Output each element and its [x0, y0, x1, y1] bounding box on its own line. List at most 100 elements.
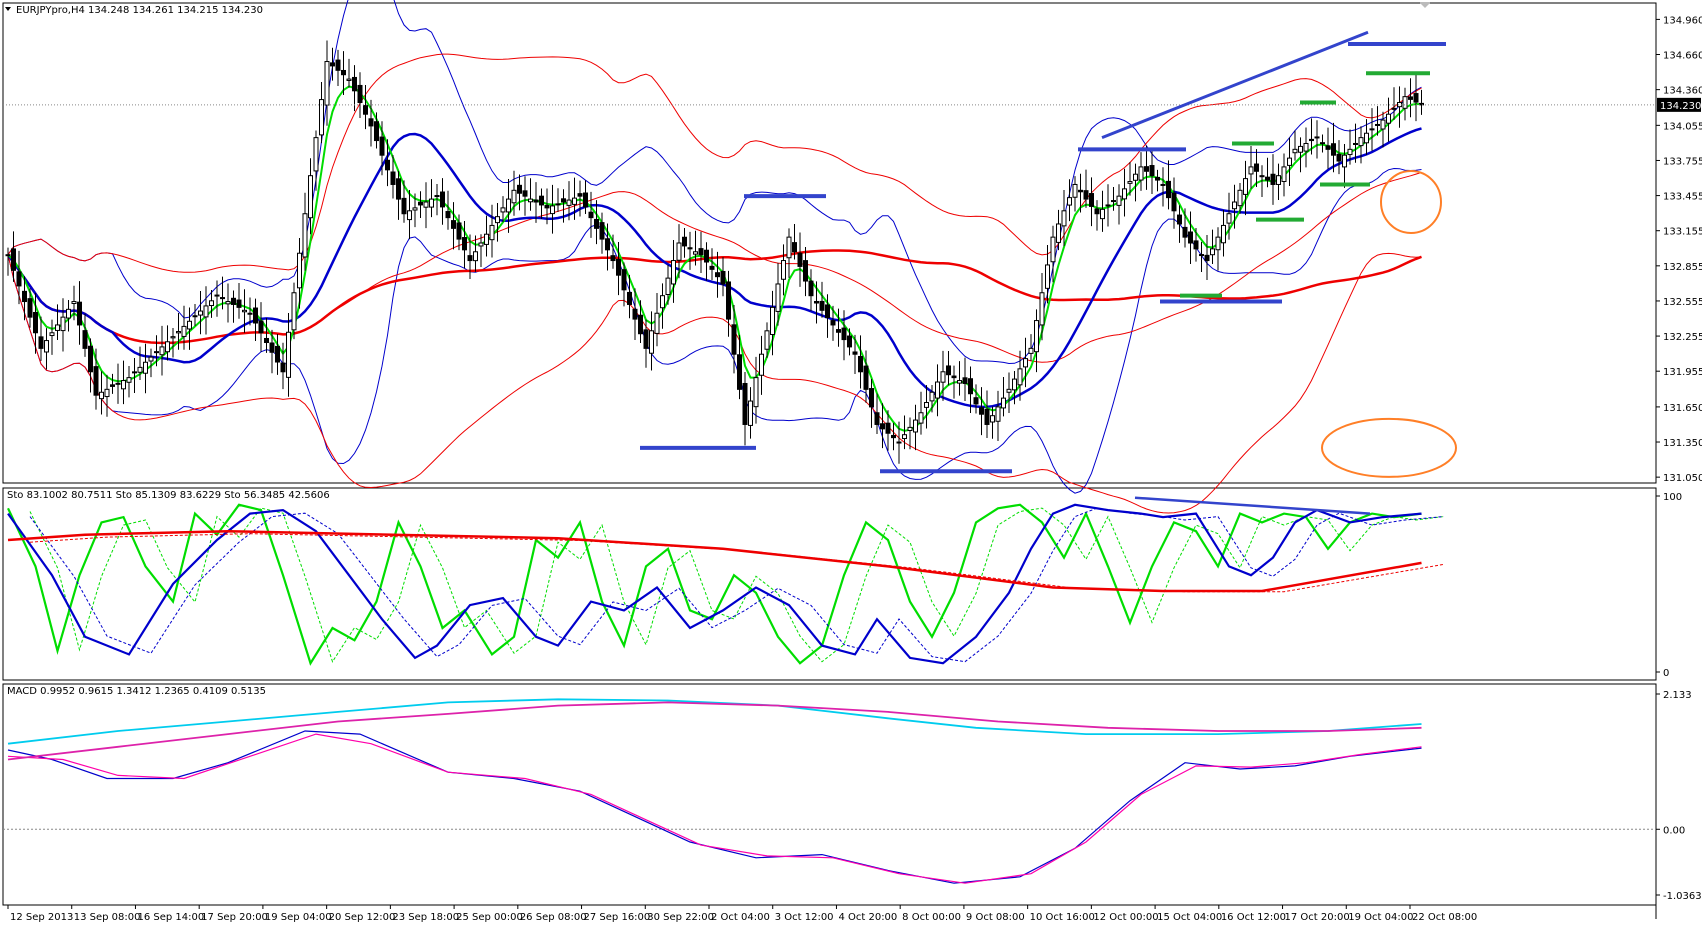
- candle: [176, 331, 181, 334]
- candle: [1094, 208, 1100, 215]
- candle: [209, 300, 214, 307]
- candle: [242, 309, 247, 313]
- candle: [1149, 165, 1155, 177]
- candle: [1001, 397, 1006, 409]
- candle: [627, 291, 632, 305]
- candle: [93, 366, 99, 396]
- candle: [170, 336, 176, 339]
- price-tick-label: 134.055: [1663, 121, 1702, 132]
- candle: [1402, 96, 1408, 109]
- candle: [198, 310, 203, 316]
- time-tick-label: 8 Oct 00:00: [902, 912, 961, 923]
- macd-signal-line: [7, 733, 1422, 884]
- candle: [742, 382, 748, 425]
- candle: [594, 218, 599, 229]
- candle: [220, 297, 225, 300]
- candle: [1188, 231, 1193, 244]
- candle: [632, 308, 638, 320]
- candle: [808, 280, 814, 297]
- stochastic-panel[interactable]: 100 0: [7, 492, 1682, 679]
- candle: [902, 434, 907, 440]
- candle: [1347, 148, 1353, 156]
- divergence-line: [1134, 496, 1371, 515]
- candle: [995, 406, 1001, 422]
- price-tick-label: 131.350: [1663, 438, 1702, 449]
- candle: [181, 325, 187, 337]
- candle: [759, 353, 764, 376]
- candle: [1320, 142, 1325, 145]
- candle: [467, 255, 473, 262]
- scroll-marker-icon[interactable]: [1419, 2, 1431, 8]
- highlight-circle: [1380, 170, 1442, 235]
- price-panel[interactable]: 134.960 134.660 134.360 134.055 133.755 133.4…: [3, 0, 1702, 514]
- candle: [82, 330, 88, 349]
- candle: [1331, 143, 1336, 156]
- candle: [1369, 128, 1375, 131]
- candle: [940, 371, 946, 383]
- stochastic-main-line: [7, 503, 1422, 665]
- candle: [269, 342, 275, 353]
- trend-line: [1101, 30, 1369, 140]
- candle: [1166, 180, 1171, 199]
- candle: [445, 211, 451, 219]
- candle: [1160, 183, 1166, 186]
- candle: [374, 121, 379, 142]
- candle: [456, 222, 462, 240]
- price-tick-label: 133.155: [1663, 227, 1702, 238]
- candle: [473, 251, 478, 262]
- macd-panel-title: MACD 0.9952 0.9615 1.3412 1.2365 0.4109 …: [7, 686, 266, 697]
- ema-medium-line: [6, 127, 1422, 409]
- candle: [522, 190, 528, 197]
- candle: [1138, 166, 1144, 181]
- chart-menu-triangle-icon[interactable]: [5, 7, 11, 11]
- candle: [572, 197, 577, 205]
- candle: [588, 211, 594, 219]
- time-tick-label: 15 Oct 04:00: [1157, 912, 1222, 923]
- candle: [390, 171, 396, 185]
- price-panel-title: EURJPYpro,H4 134.248 134.261 134.215 134…: [16, 5, 263, 16]
- candle: [396, 178, 401, 200]
- candle: [121, 380, 126, 390]
- candle: [704, 249, 709, 263]
- time-tick-label: 12 Oct 00:00: [1093, 912, 1158, 923]
- price-tick-label: 132.255: [1663, 332, 1702, 343]
- candle: [66, 308, 71, 319]
- candle: [715, 272, 720, 278]
- macd-panel[interactable]: 2.133 0.00 -1.0363: [3, 690, 1702, 902]
- time-tick-label: 16 Sep 14:00: [137, 912, 204, 923]
- candle: [1265, 176, 1270, 181]
- candle: [517, 184, 522, 194]
- candle: [236, 299, 242, 308]
- candle: [577, 193, 583, 197]
- candle: [434, 195, 440, 198]
- candle: [247, 312, 253, 315]
- candle: [649, 330, 654, 354]
- candle: [687, 247, 693, 250]
- candle: [1056, 223, 1061, 243]
- candle: [412, 207, 418, 211]
- candle: [852, 351, 858, 355]
- price-tick-label: 131.955: [1663, 367, 1702, 378]
- candle: [319, 99, 324, 136]
- candle: [726, 281, 731, 320]
- candle: [583, 192, 588, 208]
- price-tick-label: 132.555: [1663, 297, 1702, 308]
- candle: [1325, 145, 1331, 150]
- macd-tick-label: 2.133: [1663, 690, 1692, 701]
- candle: [187, 320, 192, 330]
- candle: [264, 337, 269, 344]
- candle: [330, 62, 335, 67]
- candle: [616, 258, 621, 276]
- stochastic-panel-title: Sto 83.1002 80.7511 Sto 85.1309 83.6229 …: [7, 490, 330, 501]
- candle: [841, 327, 847, 341]
- candle: [368, 118, 374, 127]
- candle: [1127, 181, 1133, 184]
- candle: [528, 198, 533, 203]
- candle: [71, 301, 77, 304]
- time-tick-label: 4 Oct 20:00: [838, 912, 897, 923]
- time-tick-label: 17 Sep 20:00: [201, 912, 268, 923]
- time-tick-label: 30 Sep 22:00: [647, 912, 714, 923]
- candle: [1012, 378, 1017, 391]
- candle: [115, 382, 121, 385]
